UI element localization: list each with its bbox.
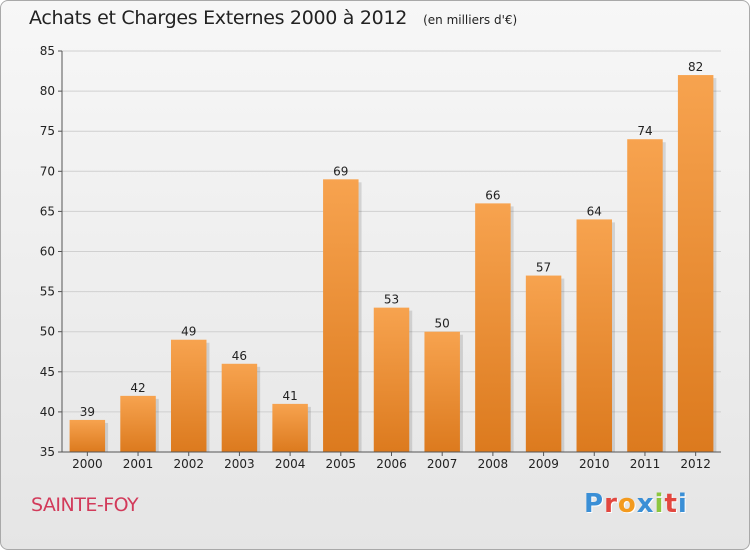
- y-tick-label: 35: [40, 445, 55, 459]
- x-tick-label: 2008: [478, 457, 509, 471]
- y-tick-label: 50: [40, 325, 55, 339]
- x-tick-label: 2007: [427, 457, 458, 471]
- x-tick-label: 2010: [579, 457, 610, 471]
- bar-value-label: 53: [384, 293, 399, 307]
- bar: [424, 331, 460, 452]
- logo-letter: i: [677, 489, 688, 519]
- axes: 35 40 45 50 55 60 65 70 75 80 85 2000 2001 2002 2003 20…: [40, 44, 721, 471]
- logo-letter: r: [604, 489, 618, 519]
- bar: [576, 219, 613, 452]
- bar: [677, 75, 714, 452]
- y-tick-label: 60: [40, 245, 55, 259]
- bar: [373, 307, 410, 452]
- chart-unit: (en milliers d'€): [423, 13, 518, 27]
- x-tick-label: 2004: [275, 457, 306, 471]
- y-tick-label: 80: [40, 84, 55, 98]
- x-tick-label: 2001: [123, 457, 154, 471]
- bar: [120, 395, 156, 452]
- bar: [170, 339, 207, 452]
- x-tick-label: 2012: [680, 457, 711, 471]
- proxiti-logo: Proxiti: [584, 489, 688, 519]
- x-tick-label: 2006: [376, 457, 407, 471]
- bar: [323, 179, 359, 452]
- bar-value-label: 57: [536, 261, 551, 275]
- bar-value-label: 66: [485, 188, 500, 202]
- y-tick-label: 75: [40, 124, 55, 138]
- logo-letter: x: [636, 489, 655, 519]
- y-tick-label: 55: [40, 285, 55, 299]
- x-tick-label: 2000: [72, 457, 103, 471]
- logo-letter: o: [617, 489, 637, 519]
- bar-value-label: 74: [637, 124, 652, 138]
- x-tick-label: 2003: [224, 457, 255, 471]
- y-tick-label: 70: [40, 164, 55, 178]
- y-tick-label: 65: [40, 204, 55, 218]
- bar: [525, 275, 562, 452]
- x-tick-label: 2002: [173, 457, 204, 471]
- logo-letter: P: [584, 489, 605, 519]
- bar: [475, 203, 511, 452]
- chart-title: Achats et Charges Externes 2000 à 2012: [29, 7, 408, 29]
- y-tick-label: 45: [40, 365, 55, 379]
- bar: [69, 419, 106, 452]
- bar: [272, 403, 308, 452]
- bar-value-label: 41: [282, 389, 297, 403]
- bar-value-label: 50: [435, 317, 450, 331]
- bar-value-label: 64: [587, 204, 602, 218]
- bar-value-label: 46: [232, 349, 247, 363]
- logo-letter: t: [664, 489, 678, 519]
- chart-title-block: Achats et Charges Externes 2000 à 2012 (…: [29, 7, 517, 29]
- bar: [627, 139, 663, 452]
- bar-value-label: 42: [130, 381, 145, 395]
- bar: [221, 363, 258, 452]
- x-tick-label: 2009: [528, 457, 559, 471]
- place-name: SAINTE-FOY: [31, 494, 139, 516]
- y-tick-label: 85: [40, 44, 55, 58]
- bar-value-label: 49: [181, 325, 196, 339]
- x-tick-label: 2011: [630, 457, 661, 471]
- bar-value-label: 69: [333, 164, 348, 178]
- bar-value-label: 39: [80, 405, 95, 419]
- bar-value-label: 82: [688, 60, 703, 74]
- x-tick-label: 2005: [326, 457, 357, 471]
- bars: 39 42 49 46 41 69 53 50 66 57 64 74 82: [69, 60, 717, 452]
- logo-letter: i: [654, 489, 665, 519]
- y-tick-label: 40: [40, 405, 55, 419]
